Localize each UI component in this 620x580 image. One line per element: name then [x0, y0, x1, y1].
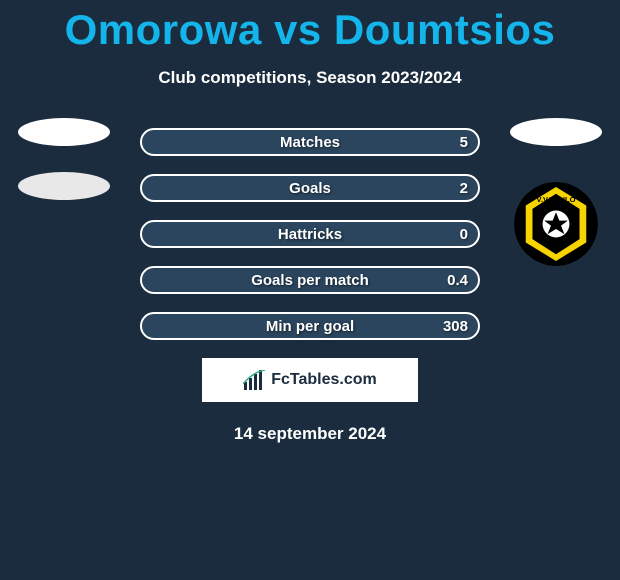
fctables-label: FcTables.com	[271, 371, 377, 389]
svg-text:V.V.VENLO: V.V.VENLO	[537, 195, 576, 204]
stat-label: Matches	[280, 134, 340, 151]
stat-bar-goals-per-match: Goals per match 0.4	[140, 266, 480, 294]
stat-label: Goals	[289, 180, 331, 197]
stat-label: Hattricks	[278, 226, 342, 243]
stat-right-value: 5	[460, 134, 468, 151]
date-label: 14 september 2024	[0, 424, 620, 444]
stat-row: Min per goal 308	[0, 312, 620, 340]
stat-label: Min per goal	[266, 318, 354, 335]
right-club-badge-1	[510, 118, 602, 146]
bar-chart-icon	[243, 370, 267, 390]
stat-bar-min-per-goal: Min per goal 308	[140, 312, 480, 340]
stat-bar-matches: Matches 5	[140, 128, 480, 156]
stat-bar-goals: Goals 2	[140, 174, 480, 202]
stat-right-value: 2	[460, 180, 468, 197]
subtitle: Club competitions, Season 2023/2024	[0, 68, 620, 88]
left-club-badge-1	[18, 118, 110, 146]
left-badge-column	[14, 118, 114, 226]
stat-right-value: 0.4	[447, 272, 468, 289]
right-badge-column: V.V.VENLO	[506, 118, 606, 266]
page-title: Omorowa vs Doumtsios	[0, 0, 620, 54]
stat-label: Goals per match	[251, 272, 369, 289]
vvv-venlo-badge-icon: V.V.VENLO	[514, 182, 598, 266]
fctables-watermark: FcTables.com	[202, 358, 418, 402]
stat-right-value: 308	[443, 318, 468, 335]
stat-right-value: 0	[460, 226, 468, 243]
left-club-badge-2	[18, 172, 110, 200]
stat-row: Goals per match 0.4	[0, 266, 620, 294]
stat-bar-hattricks: Hattricks 0	[140, 220, 480, 248]
